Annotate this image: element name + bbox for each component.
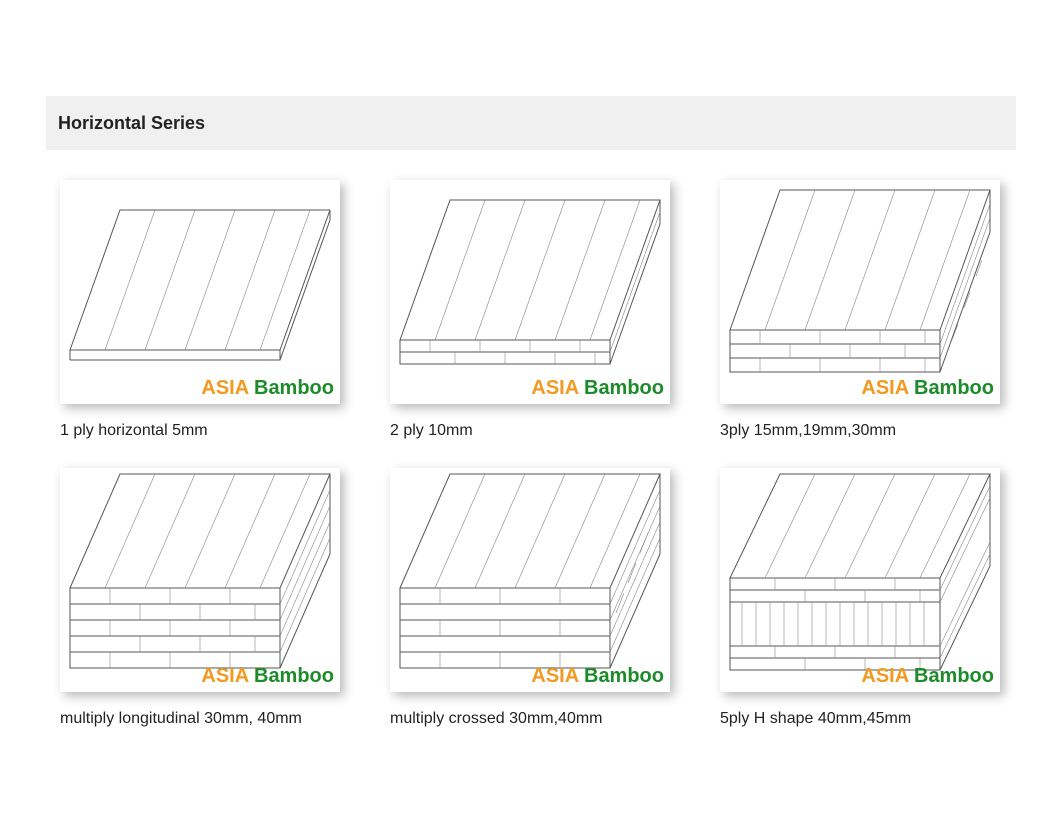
logo-bamboo: Bamboo (578, 665, 664, 687)
brand-logo: ASIA Bamboo (531, 665, 664, 688)
grid-cell: ASIA Bamboo 3ply 15mm,19mm,30mm (720, 180, 1020, 440)
panel-caption: multiply longitudinal 30mm, 40mm (60, 710, 360, 728)
logo-asia: ASIA (861, 665, 908, 687)
diagram-mcross (390, 468, 670, 692)
grid-cell: ASIA Bamboo 5ply H shape 40mm,45mm (720, 468, 1020, 728)
logo-asia: ASIA (531, 377, 578, 399)
diagram-1ply (60, 180, 340, 404)
panel-mlong: ASIA Bamboo (60, 468, 340, 692)
panel-caption: multiply crossed 30mm,40mm (390, 710, 690, 728)
panel-grid: ASIA Bamboo 1 ply horizontal 5mm (60, 180, 1020, 728)
grid-cell: ASIA Bamboo multiply longitudinal 30mm, … (60, 468, 360, 728)
panel-3ply: ASIA Bamboo (720, 180, 1000, 404)
panel-caption: 2 ply 10mm (390, 422, 690, 440)
diagram-2ply (390, 180, 670, 404)
panel-1ply: ASIA Bamboo (60, 180, 340, 404)
panel-caption: 5ply H shape 40mm,45mm (720, 710, 1020, 728)
section-title: Horizontal Series (58, 113, 205, 134)
logo-bamboo: Bamboo (908, 665, 994, 687)
grid-cell: ASIA Bamboo 1 ply horizontal 5mm (60, 180, 360, 440)
logo-bamboo: Bamboo (248, 377, 334, 399)
panel-mcross: ASIA Bamboo (390, 468, 670, 692)
logo-asia: ASIA (531, 665, 578, 687)
page: Horizontal Series (0, 0, 1060, 836)
logo-asia: ASIA (201, 665, 248, 687)
panel-caption: 1 ply horizontal 5mm (60, 422, 360, 440)
logo-asia: ASIA (861, 377, 908, 399)
brand-logo: ASIA Bamboo (531, 377, 664, 400)
grid-cell: ASIA Bamboo 2 ply 10mm (390, 180, 690, 440)
grid-cell: ASIA Bamboo multiply crossed 30mm,40mm (390, 468, 690, 728)
brand-logo: ASIA Bamboo (861, 665, 994, 688)
panel-2ply: ASIA Bamboo (390, 180, 670, 404)
brand-logo: ASIA Bamboo (861, 377, 994, 400)
panel-caption: 3ply 15mm,19mm,30mm (720, 422, 1020, 440)
logo-bamboo: Bamboo (908, 377, 994, 399)
brand-logo: ASIA Bamboo (201, 665, 334, 688)
logo-bamboo: Bamboo (248, 665, 334, 687)
brand-logo: ASIA Bamboo (201, 377, 334, 400)
diagram-mlong (60, 468, 340, 692)
diagram-3ply (720, 180, 1000, 404)
section-title-bar: Horizontal Series (46, 96, 1016, 150)
logo-asia: ASIA (201, 377, 248, 399)
logo-bamboo: Bamboo (578, 377, 664, 399)
diagram-hshape (720, 468, 1000, 692)
panel-hshape: ASIA Bamboo (720, 468, 1000, 692)
